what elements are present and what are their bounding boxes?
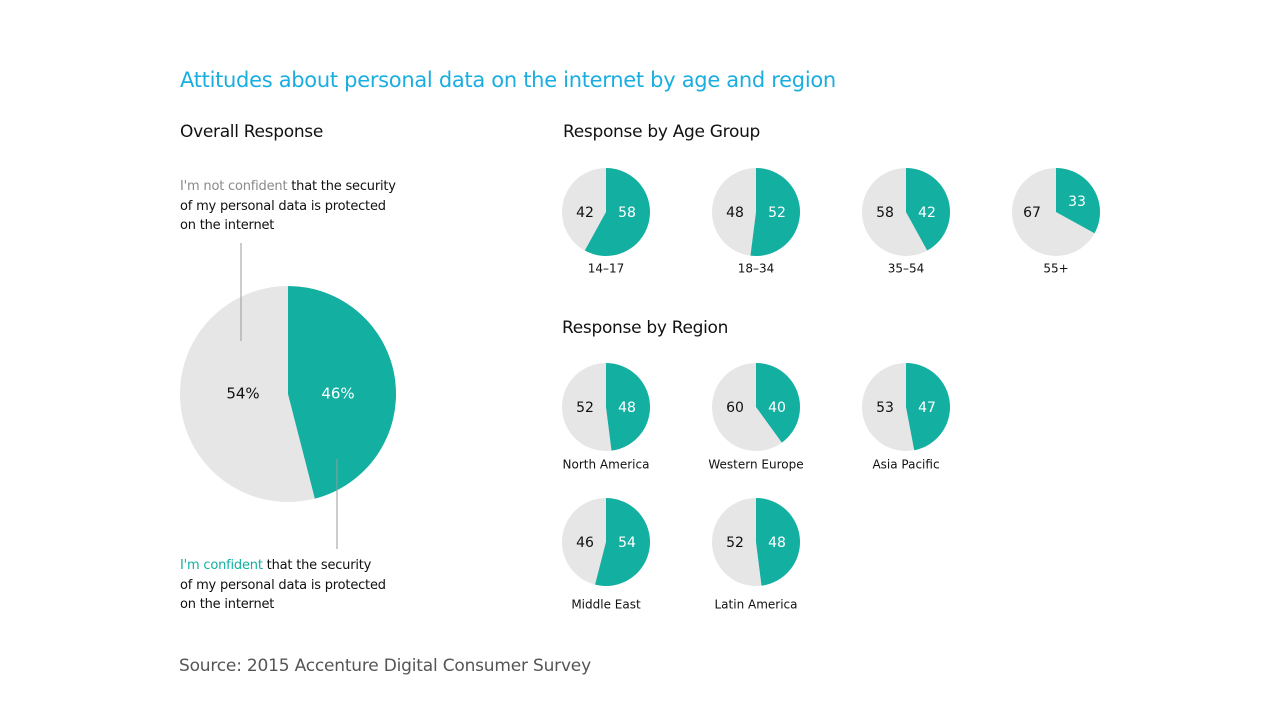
confident-note: I'm confident that the security of my pe… — [180, 556, 440, 615]
note-text: on the internet — [180, 218, 275, 233]
region-0-category-label: North America — [563, 458, 650, 472]
region-1-label-confident: 40 — [768, 400, 786, 416]
region-1-category-label: Western Europe — [708, 458, 803, 472]
chart-title: Attitudes about personal data on the int… — [180, 68, 836, 92]
age-1-label-confident: 52 — [768, 205, 786, 221]
age-2-label-confident: 42 — [918, 205, 936, 221]
region-3-category-label: Middle East — [571, 598, 641, 612]
age-group-heading: Response by Age Group — [563, 122, 761, 142]
region-4-category-label: Latin America — [715, 598, 798, 612]
region-3-label-confident: 54 — [618, 535, 636, 551]
note-text: of my personal data is protected — [180, 198, 386, 214]
region-3-slice-confident — [595, 498, 650, 586]
region-1-label-not-confident: 60 — [726, 400, 744, 416]
age-1-category-label: 18–34 — [738, 262, 775, 276]
age-2-category-label: 35–54 — [888, 262, 925, 276]
note-text: that the security — [287, 179, 396, 194]
age-0-label-not-confident: 42 — [576, 205, 594, 221]
age-2-label-not-confident: 58 — [876, 205, 894, 221]
region-4-label-confident: 48 — [768, 535, 786, 551]
overall-heading: Overall Response — [180, 122, 324, 142]
note-text: of my personal data is protected — [180, 577, 386, 593]
note-text: that the security — [262, 558, 372, 573]
note-text: on the internet — [180, 597, 275, 612]
region-2-slice-confident — [906, 363, 951, 451]
confident-highlight: I'm confident — [180, 558, 263, 573]
age-2-slice-confident — [906, 168, 951, 251]
age-3-label-not-confident: 67 — [1023, 205, 1041, 221]
region-2-label-not-confident: 53 — [876, 400, 894, 416]
not-confident-note: I'm not confident that the security of m… — [180, 177, 440, 236]
age-3-slice-confident — [1056, 168, 1100, 234]
age-1-label-not-confident: 48 — [726, 205, 744, 221]
region-1-slice-confident — [756, 363, 801, 443]
region-0-slice-confident — [606, 363, 651, 451]
region-heading: Response by Region — [562, 318, 729, 338]
age-0-slice-confident — [584, 168, 650, 256]
age-1-slice-confident — [750, 168, 800, 256]
age-0-category-label: 14–17 — [588, 262, 625, 276]
overall-label-not-confident: 54% — [226, 385, 259, 403]
age-3-category-label: 55+ — [1043, 262, 1068, 276]
region-3-label-not-confident: 46 — [576, 535, 594, 551]
overall-label-confident: 46% — [321, 385, 354, 403]
not-confident-highlight: I'm not confident — [180, 179, 288, 194]
region-4-slice-confident — [756, 498, 801, 586]
region-0-label-not-confident: 52 — [576, 400, 594, 416]
overall-slice-confident — [288, 286, 397, 499]
age-3-label-confident: 33 — [1068, 194, 1086, 210]
region-2-label-confident: 47 — [918, 400, 936, 416]
region-0-label-confident: 48 — [618, 400, 636, 416]
source-note: Source: 2015 Accenture Digital Consumer … — [179, 656, 591, 676]
age-0-label-confident: 58 — [618, 205, 636, 221]
region-2-category-label: Asia Pacific — [872, 458, 939, 472]
region-4-label-not-confident: 52 — [726, 535, 744, 551]
